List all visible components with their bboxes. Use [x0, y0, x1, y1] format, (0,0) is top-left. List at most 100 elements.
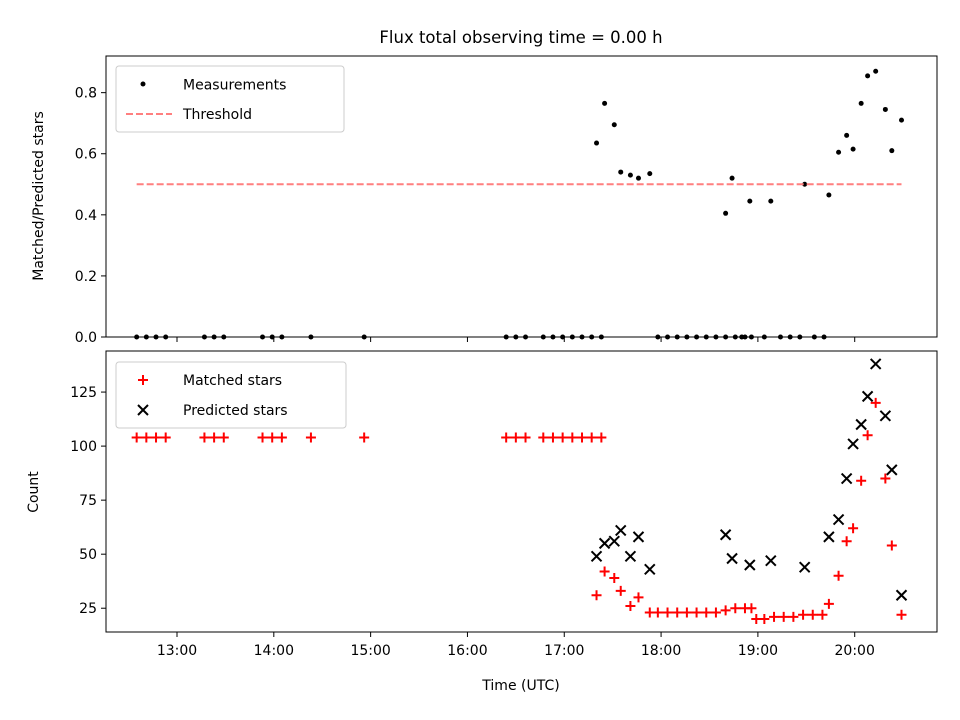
predicted-stars-point: [615, 524, 627, 537]
matched-stars-point: [672, 607, 683, 618]
predicted-stars-point: [608, 535, 620, 547]
matched-stars-point: [701, 607, 712, 618]
bottom-y-tick-label: 50: [79, 547, 97, 563]
matched-stars-point: [596, 432, 607, 443]
measurements-point: [361, 334, 367, 340]
measurements-point: [850, 146, 856, 152]
top-y-tick-label: 0.2: [75, 269, 97, 285]
predicted-stars-point: [798, 561, 811, 573]
measurements-point: [627, 172, 633, 178]
measurements-point: [523, 334, 529, 340]
matched-stars-point: [591, 590, 602, 601]
predicted-stars-point: [823, 531, 835, 543]
measurements-point: [821, 334, 827, 340]
measurements-point: [269, 334, 275, 340]
matched-stars-point: [199, 432, 210, 443]
measurements-point: [635, 175, 641, 181]
matched-stars-point: [633, 592, 644, 603]
matched-stars-point: [151, 432, 162, 443]
measurements-point: [134, 334, 140, 340]
measurements-point: [787, 334, 793, 340]
matched-stars-point: [520, 432, 531, 443]
predicted-stars-point: [644, 563, 656, 576]
bottom-x-tick-label: 18:00: [641, 643, 681, 659]
measurements-point: [723, 210, 729, 216]
matched-stars-point: [662, 607, 673, 618]
measurements-point: [865, 73, 871, 79]
matched-stars-point: [652, 607, 663, 618]
matched-stars-point: [681, 607, 692, 618]
measurements-point: [802, 181, 808, 187]
bottom-legend[interactable]: Matched stars Predicted stars: [115, 361, 347, 429]
measurements-point: [647, 171, 653, 177]
measurements-point: [873, 68, 879, 74]
predicted-stars-point: [869, 358, 882, 370]
measurements-point: [747, 198, 753, 204]
matched-stars-point: [862, 430, 873, 441]
measurements-point: [618, 169, 624, 175]
measurements-point: [882, 106, 888, 112]
matched-stars-point: [141, 432, 152, 443]
top-legend[interactable]: Measurements Threshold: [115, 65, 345, 133]
top-plot-area: [134, 68, 905, 340]
bottom-x-axis: 13:00 14:00 15:00 16:00 17:00 18:00 19:00 20:00: [157, 632, 875, 659]
matched-stars-point: [807, 609, 818, 620]
top-panel: Matched/Predicted stars 0.00.20.40.60.8 …: [31, 55, 938, 346]
bottom-legend-box: [115, 361, 347, 429]
matched-stars-point: [557, 432, 568, 443]
measurements-point: [703, 334, 709, 340]
matched-stars-point: [788, 611, 799, 622]
top-y-tick-label: 0.0: [75, 330, 97, 346]
measurements-point: [589, 334, 595, 340]
matched-stars-point: [870, 397, 881, 408]
measurements-point: [797, 334, 803, 340]
measurements-point: [611, 122, 617, 128]
predicted-stars-point: [832, 513, 845, 526]
legend-matched-label: Matched stars: [183, 373, 282, 389]
measurements-point: [540, 334, 546, 340]
measurements-point: [674, 334, 680, 340]
legend-measurements-label: Measurements: [183, 78, 286, 94]
matched-stars-point: [625, 601, 636, 612]
measurements-point: [550, 334, 556, 340]
measurements-point: [732, 334, 738, 340]
predicted-stars-point: [726, 552, 738, 565]
predicted-stars-point: [840, 472, 853, 485]
measurements-point: [748, 334, 754, 340]
measurements-point: [684, 334, 690, 340]
matched-stars-point: [769, 611, 780, 622]
measurements-point: [594, 140, 600, 146]
measurements-point: [201, 334, 207, 340]
bottom-y-tick-label: 125: [70, 385, 97, 401]
top-x-ticks: [176, 337, 856, 342]
predicted-stars-point: [624, 550, 637, 563]
measurements-point: [761, 334, 767, 340]
bottom-xlabel: Time (UTC): [481, 678, 559, 694]
predicted-stars-point: [895, 589, 908, 601]
measurements-point: [211, 334, 217, 340]
measurements-point: [665, 334, 671, 340]
predicted-stars-point: [744, 559, 756, 571]
measurements-point: [143, 334, 149, 340]
measurements-point: [729, 175, 735, 181]
measurements-point: [739, 334, 745, 340]
measurements-point: [811, 334, 817, 340]
matched-stars-point: [817, 609, 828, 620]
legend-measurements-marker: [140, 81, 146, 87]
measurements-point: [560, 334, 566, 340]
matched-stars-point: [218, 432, 229, 443]
matched-stars-point: [276, 432, 287, 443]
bottom-y-tick-label: 25: [79, 601, 97, 617]
measurements-point: [221, 334, 227, 340]
bottom-x-tick-label: 14:00: [254, 643, 294, 659]
measurements-point: [503, 334, 509, 340]
matched-stars-point: [720, 605, 731, 616]
measurements-point: [723, 334, 729, 340]
matched-stars-point: [305, 432, 316, 443]
matched-stars-point: [510, 432, 521, 443]
legend-predicted-label: Predicted stars: [183, 403, 288, 419]
matched-stars-point: [547, 432, 558, 443]
matched-stars-point: [730, 603, 741, 614]
legend-threshold-label: Threshold: [182, 107, 252, 123]
